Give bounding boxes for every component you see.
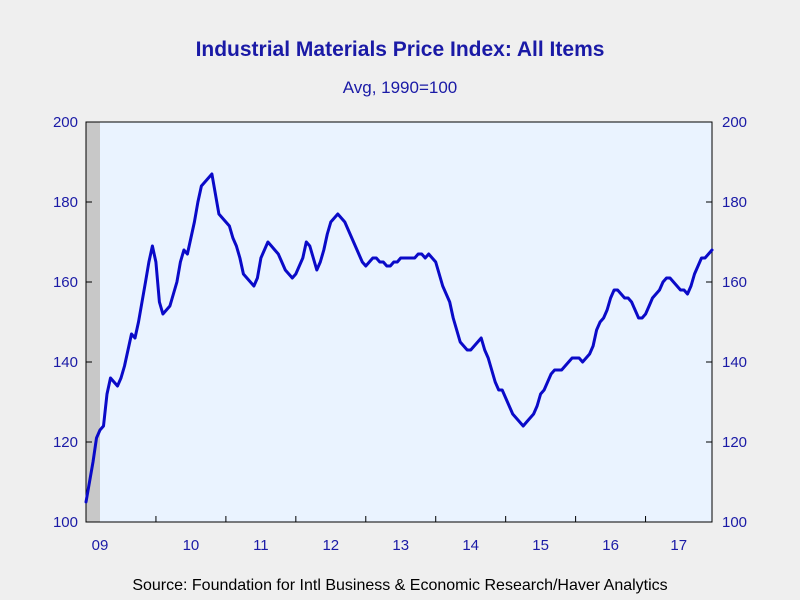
x-tick-label: 10 [183, 537, 200, 554]
x-tick-label: 17 [670, 537, 687, 554]
x-tick-label: 09 [92, 537, 109, 554]
x-tick-label: 11 [253, 537, 269, 554]
y-tick-label-left: 160 [53, 274, 78, 291]
y-tick-label-left: 200 [53, 114, 78, 131]
recession-shading [86, 122, 100, 522]
plot-area [86, 122, 712, 522]
x-tick-label: 12 [322, 537, 339, 554]
y-tick-label-right: 160 [722, 274, 747, 291]
series-line [84, 172, 714, 504]
y-tick-label-left: 100 [53, 514, 78, 531]
plot-frame [85, 121, 713, 523]
chart-title: Industrial Materials Price Index: All It… [195, 38, 605, 61]
y-tick-label-right: 120 [722, 434, 747, 451]
y-tick-label-right: 200 [722, 114, 747, 131]
x-tick-label: 13 [392, 537, 409, 554]
y-tick-label-right: 100 [722, 514, 747, 531]
y-tick-label-right: 140 [722, 354, 747, 371]
y-tick-label-left: 180 [53, 194, 78, 211]
x-tick-label: 16 [602, 537, 619, 554]
source-note: Source: Foundation for Intl Business & E… [132, 577, 668, 594]
y-tick-label-left: 120 [53, 434, 78, 451]
x-tick-label: 14 [462, 537, 479, 554]
y-tick-label-left: 140 [53, 354, 78, 371]
chart-subtitle: Avg, 1990=100 [342, 78, 458, 97]
x-tick-label: 15 [532, 537, 549, 554]
y-tick-label-right: 180 [722, 194, 747, 211]
